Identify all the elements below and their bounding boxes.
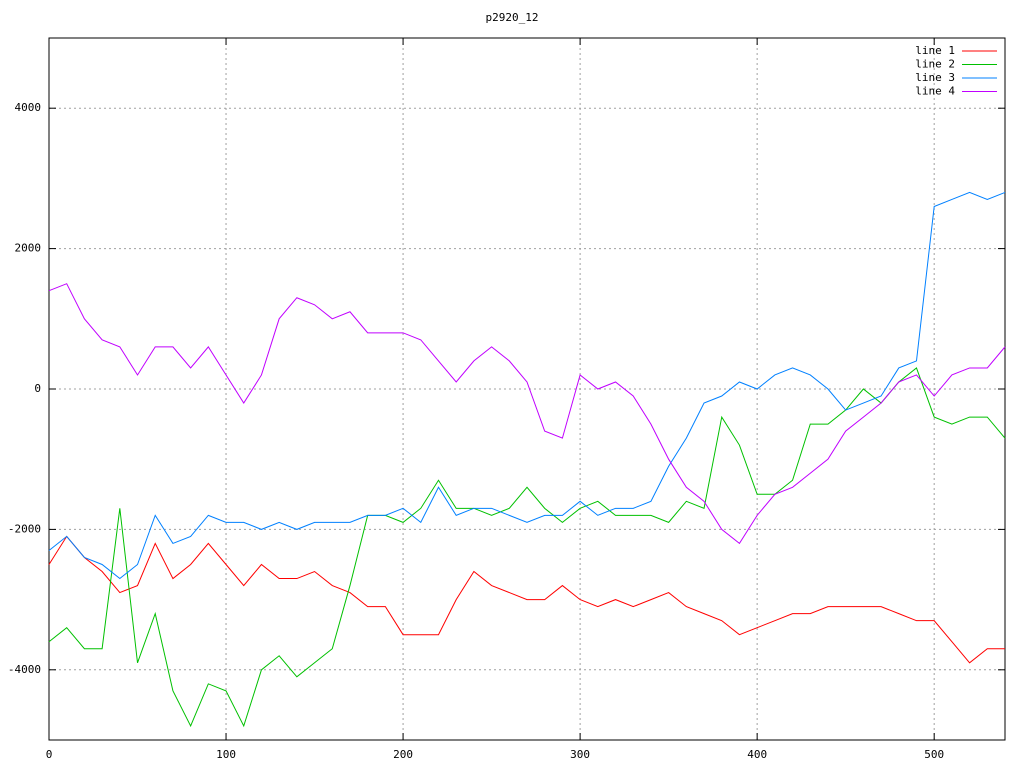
legend-label: line 2 xyxy=(915,58,955,71)
y-tick-label: 2000 xyxy=(15,242,42,255)
legend-label: line 1 xyxy=(915,44,955,57)
chart-title: p2920_12 xyxy=(486,11,539,24)
legend-label: line 4 xyxy=(915,85,955,98)
x-tick-label: 400 xyxy=(747,748,767,761)
x-tick-label: 200 xyxy=(393,748,413,761)
x-tick-label: 100 xyxy=(216,748,236,761)
x-tick-label: 0 xyxy=(46,748,53,761)
series-line xyxy=(48,191,1006,580)
y-tick-label: -2000 xyxy=(8,522,41,535)
series-line xyxy=(48,283,1006,545)
series-line xyxy=(48,535,1005,664)
y-tick-label: 4000 xyxy=(15,101,42,114)
y-tick-label: 0 xyxy=(34,382,41,395)
y-tick-label: -4000 xyxy=(8,663,41,676)
x-tick-label: 300 xyxy=(570,748,590,761)
plot-border xyxy=(48,37,1006,741)
legend-label: line 3 xyxy=(915,71,955,84)
x-tick-label: 500 xyxy=(924,748,944,761)
